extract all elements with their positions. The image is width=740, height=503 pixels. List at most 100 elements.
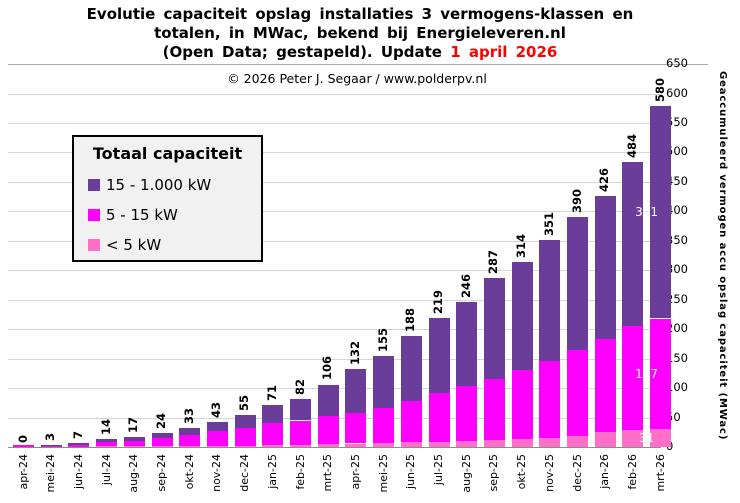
x-axis-label: jun-25 <box>404 454 418 489</box>
bar-segment <box>96 441 118 447</box>
bar-segment <box>206 431 228 446</box>
bar-segment <box>483 277 505 380</box>
bar-total-label: 287 <box>486 249 501 274</box>
bar-segment <box>539 240 561 361</box>
bar-total-label: 155 <box>375 327 390 352</box>
chart-title: Evolutie capaciteit opslag installaties … <box>0 5 720 62</box>
bar-segment <box>511 262 533 370</box>
bar-segment <box>206 421 228 432</box>
bar-segment <box>151 446 173 447</box>
bar-total-label: 33 <box>181 407 196 424</box>
legend-label: < 5 kW <box>106 236 162 254</box>
bar-segment <box>539 438 561 447</box>
x-axis-label: jan-25 <box>265 454 279 489</box>
bar-segment <box>68 444 90 447</box>
x-axis-label: mrt-25 <box>321 454 335 492</box>
chart-title-line1: Evolutie capaciteit opslag installaties … <box>86 5 634 23</box>
bar-segment <box>290 398 311 421</box>
bar-total-label: 82 <box>292 378 307 395</box>
bar-segment <box>262 405 284 424</box>
bar-segment <box>234 427 256 446</box>
bar-segment <box>622 429 644 447</box>
x-axis-label: aug-25 <box>459 454 473 493</box>
bar-segment <box>123 437 145 441</box>
chart-title-update-date: 1 april 2026 <box>450 43 558 61</box>
y-axis-tick-label: 150 <box>666 350 688 365</box>
bar-total-label: 314 <box>514 233 529 258</box>
bar-segment <box>428 441 450 447</box>
x-axis-label: dec-25 <box>570 454 584 492</box>
x-axis-label: jul-25 <box>432 454 445 486</box>
legend-item: 5 - 15 kW <box>88 206 261 224</box>
bar-segment <box>373 442 395 447</box>
x-axis-label: feb-25 <box>293 454 307 490</box>
bar-segment <box>262 423 284 446</box>
y-axis-tick-label: 400 <box>666 203 688 218</box>
bar-segment <box>206 445 228 447</box>
legend-swatch-pink <box>88 239 100 251</box>
bar-total-label: 71 <box>264 385 279 402</box>
bar-segment <box>317 416 339 445</box>
y-axis-tick-label: 450 <box>666 173 688 188</box>
gridline <box>8 270 661 272</box>
bar-total-label: 55 <box>237 394 252 411</box>
bar-segment <box>650 105 672 319</box>
bar-segment <box>179 435 201 447</box>
final-bar-segment-label: 361 <box>635 205 659 220</box>
x-axis-label: jan-26 <box>598 454 612 489</box>
gridline <box>8 122 661 124</box>
legend-item: < 5 kW <box>88 236 261 254</box>
y-axis-tick-label: 650 <box>666 56 688 70</box>
legend-swatch-purple <box>88 179 100 191</box>
y-axis-tick-label: 350 <box>666 232 688 247</box>
x-axis-label: okt-24 <box>182 454 196 490</box>
bar-segment <box>483 379 505 440</box>
y-axis-tick-label: 250 <box>666 291 688 306</box>
bar-total-label: 132 <box>347 341 362 366</box>
bar-segment <box>151 438 173 447</box>
gridline <box>8 299 661 301</box>
bar-segment <box>290 444 311 447</box>
bar-total-label: 246 <box>458 273 473 298</box>
legend-title: Totaal capaciteit <box>92 144 243 163</box>
bar-segment <box>594 431 616 447</box>
x-axis-label: jun-24 <box>71 454 85 489</box>
bar-segment <box>400 336 422 401</box>
bar-segment <box>428 318 450 393</box>
bar-segment <box>151 432 173 439</box>
bar-segment <box>511 439 533 447</box>
final-bar-segment-label: 187 <box>635 366 659 381</box>
bar-segment <box>96 438 118 442</box>
bar-total-label: 219 <box>431 289 445 314</box>
y-axis-title: Geaccumuleerd vermogen accu opslag capac… <box>717 70 728 441</box>
bar-segment <box>262 445 284 447</box>
legend-item: 15 - 1.000 kW <box>88 176 261 194</box>
bar-total-label: 390 <box>569 189 584 214</box>
y-axis-tick-label: 100 <box>666 380 688 395</box>
bar-segment <box>179 446 201 447</box>
bar-segment <box>511 369 533 440</box>
bar-segment <box>428 392 450 442</box>
legend-label: 15 - 1.000 kW <box>106 176 212 194</box>
chart-title-line3: (Open Data; gestapeld). Update 1 april 2… <box>0 43 720 62</box>
bar-total-label: 7 <box>70 430 85 439</box>
bar-segment <box>456 386 478 442</box>
x-axis-label: sep-25 <box>487 454 501 492</box>
x-axis-label: apr-25 <box>348 454 362 490</box>
bar-segment <box>594 196 616 340</box>
bar-segment <box>234 445 256 447</box>
x-axis-label: apr-24 <box>16 454 30 490</box>
bar-segment <box>345 369 367 413</box>
bar-segment <box>345 443 367 447</box>
gridline <box>8 152 661 154</box>
gridline <box>8 64 708 65</box>
copyright-note: © 2026 Peter J. Segaar / www.polderpv.nl <box>227 71 487 86</box>
y-axis-tick-label: 300 <box>666 262 688 277</box>
x-axis-label: feb-26 <box>625 454 639 490</box>
y-axis-tick-label: 200 <box>666 321 688 336</box>
bar-total-label: 580 <box>652 77 667 102</box>
final-bar-segment-label: 31 <box>638 430 655 445</box>
bar-total-label: 3 <box>43 433 58 442</box>
y-axis-tick-label: 550 <box>666 114 688 129</box>
